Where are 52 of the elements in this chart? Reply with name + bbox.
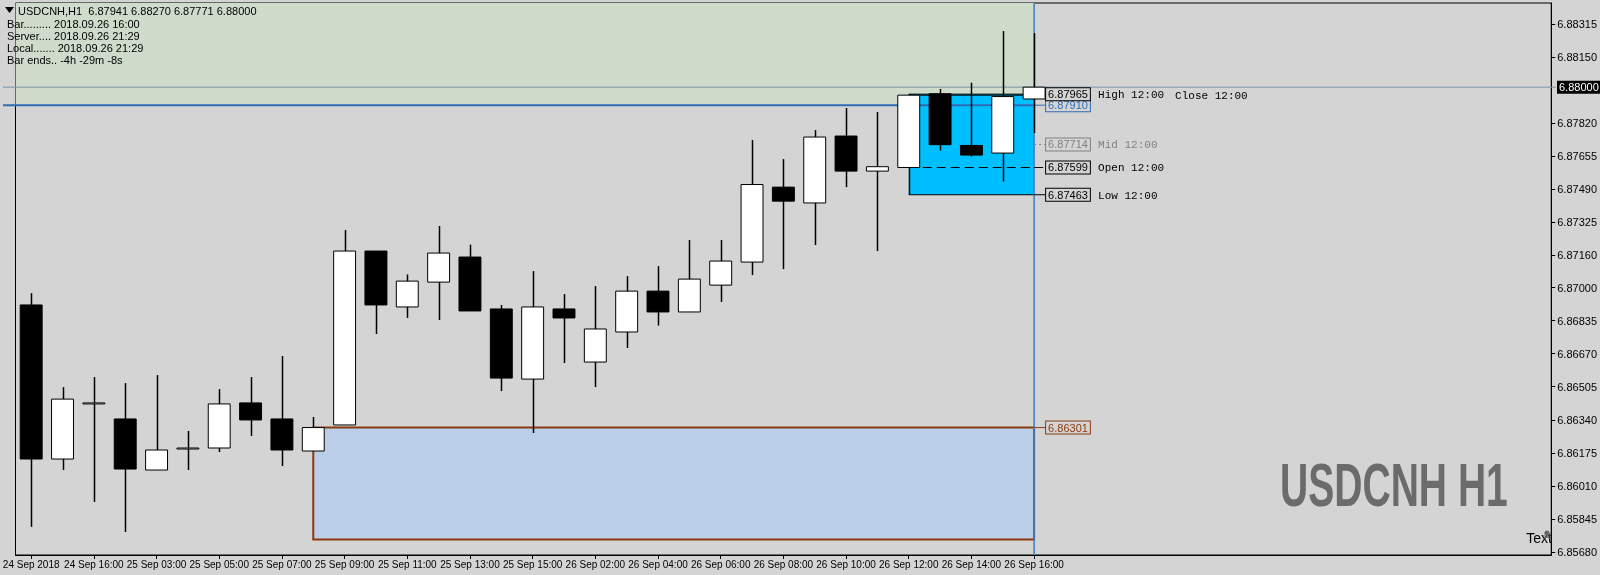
annotation: High 12:00	[1098, 89, 1165, 102]
annotation: Mid 12:00	[1098, 139, 1158, 152]
annotation: Open 12:00	[1098, 162, 1165, 175]
x-tick-label: 24 Sep 16:00	[64, 558, 125, 570]
x-tick-label: 26 Sep 10:00	[816, 558, 877, 570]
y-tick-label: 6.86175	[1557, 446, 1597, 459]
annotation: USDCNH H1	[1280, 449, 1508, 519]
annotation: Text	[1526, 530, 1553, 546]
ref-line-label: 6.88000	[1559, 81, 1599, 94]
annotation: Server.... 2018.09.26 21:29	[7, 29, 140, 42]
x-tick-label: 26 Sep 14:00	[941, 558, 1002, 570]
annotation: Low 12:00	[1098, 189, 1158, 202]
x-tick-label: 25 Sep 09:00	[314, 558, 375, 570]
annotation: Bar......... 2018.09.26 16:00	[7, 17, 140, 30]
y-tick-label: 6.86010	[1557, 479, 1597, 492]
y-tick-label: 6.87820	[1557, 117, 1597, 130]
x-tick-label: 25 Sep 07:00	[252, 558, 313, 570]
ref-line-label: 6.87463	[1048, 188, 1088, 201]
x-tick-label: 25 Sep 05:00	[189, 558, 250, 570]
y-tick-label: 6.87655	[1557, 150, 1597, 163]
annotation: Local....... 2018.09.26 21:29	[7, 41, 144, 54]
y-tick-label: 6.87490	[1557, 183, 1597, 196]
y-tick-label: 6.88150	[1557, 51, 1597, 64]
x-tick-label: 26 Sep 12:00	[878, 558, 939, 570]
y-tick-label: 6.85845	[1557, 512, 1597, 525]
y-tick-label: 6.86505	[1557, 380, 1597, 393]
x-tick-label: 26 Sep 04:00	[628, 558, 689, 570]
x-tick-label: 24 Sep 2018	[2, 558, 60, 570]
y-tick-label: 6.86670	[1557, 347, 1597, 360]
chart-title: USDCNH,H1 6.87941 6.88270 6.87771 6.88000	[18, 4, 257, 17]
x-tick-label: 26 Sep 08:00	[753, 558, 814, 570]
x-tick-label: 26 Sep 06:00	[690, 558, 751, 570]
ref-line-label: 6.87714	[1048, 138, 1088, 151]
x-tick-label: 25 Sep 13:00	[440, 558, 501, 570]
y-tick-label: 6.86340	[1557, 413, 1597, 426]
x-tick-label: 26 Sep 16:00	[1004, 558, 1065, 570]
y-tick-label: 6.87325	[1557, 216, 1597, 229]
y-tick-label: 6.87000	[1557, 281, 1597, 294]
y-tick-label: 6.85680	[1557, 545, 1597, 558]
x-tick-label: 25 Sep 11:00	[377, 558, 438, 570]
y-tick-label: 6.88315	[1557, 18, 1597, 31]
band-label: 6.86301	[1048, 421, 1088, 434]
ref-line-label: 6.87965	[1048, 88, 1088, 101]
ref-line-label: 6.87599	[1048, 161, 1088, 174]
x-tick-label: 25 Sep 03:00	[126, 558, 187, 570]
y-tick-label: 6.86835	[1557, 314, 1597, 327]
band-label: 6.87910	[1048, 99, 1088, 112]
y-tick-label: 6.87160	[1557, 249, 1597, 262]
annotation: Bar ends.. -4h -29m -8s	[7, 53, 124, 66]
annotation: Close 12:00	[1175, 90, 1248, 103]
x-tick-label: 26 Sep 02:00	[565, 558, 626, 570]
x-tick-label: 25 Sep 15:00	[502, 558, 563, 570]
